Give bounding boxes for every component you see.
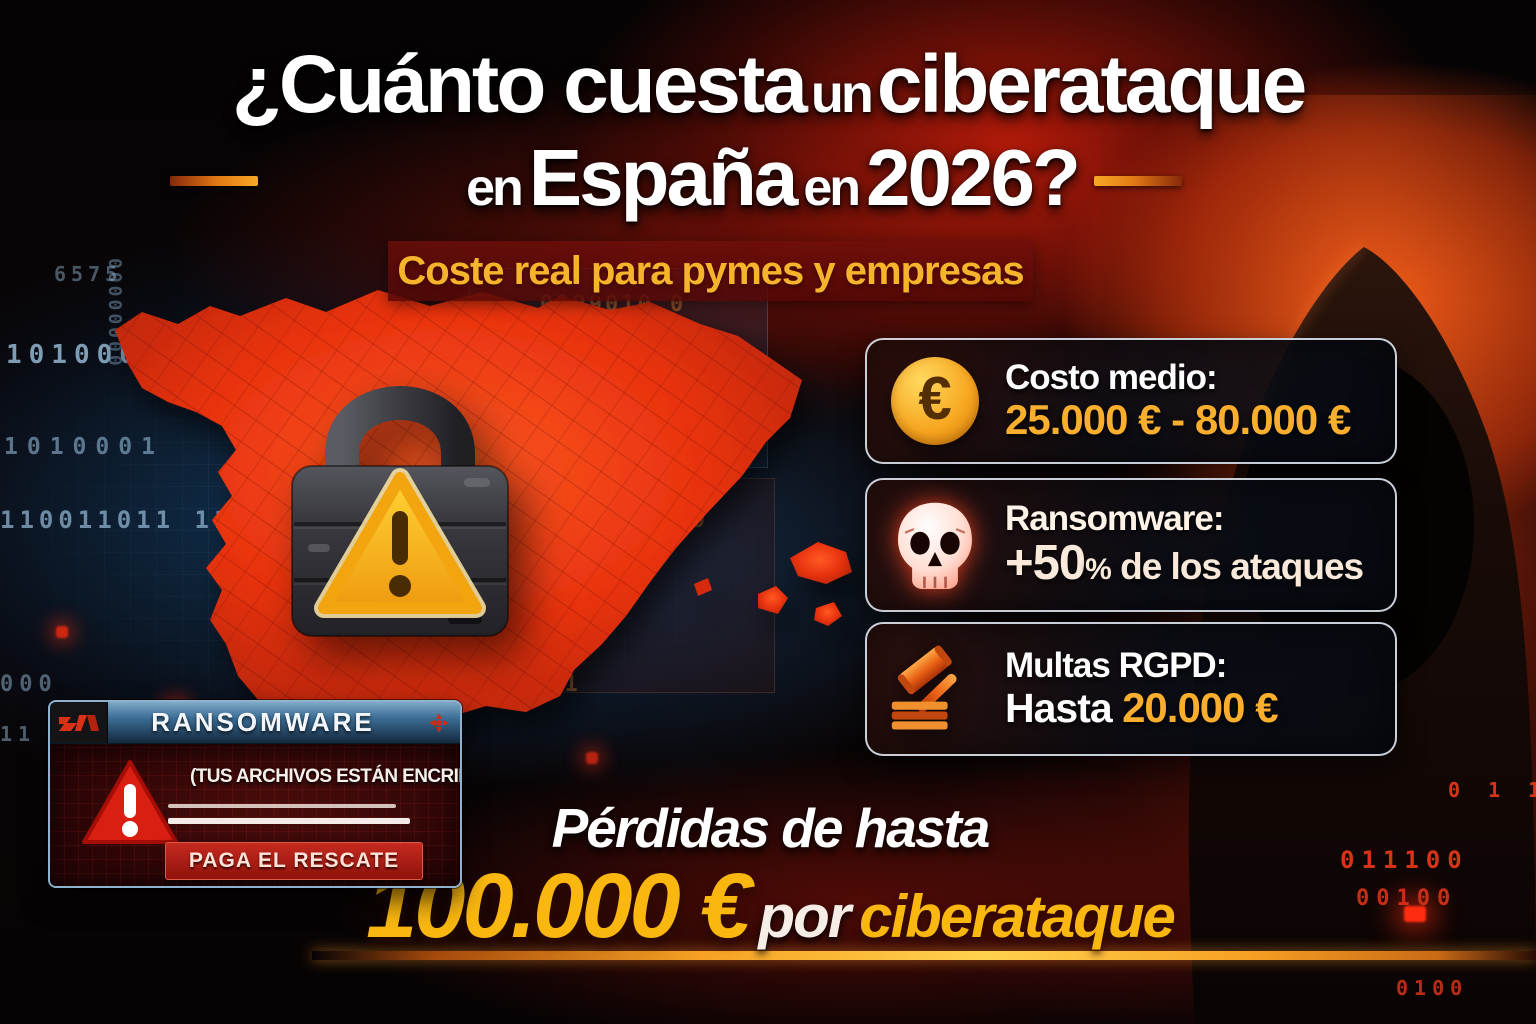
warning-triangle-icon: [314, 468, 486, 618]
value-number: +50: [1005, 536, 1086, 591]
alert-titlebar: RANSOMWARE: [50, 702, 460, 744]
card-value: 25.000 € - 80.000 €: [1005, 396, 1351, 444]
balearic-island: [790, 542, 852, 584]
subtitle-text: Coste real para pymes y empresas: [397, 248, 1024, 293]
euro-coin-icon: €: [889, 357, 981, 445]
stat-card-ransomware: Ransomware: +50% de los ataques: [865, 478, 1397, 612]
stat-card-cost: € Costo medio: 25.000 € - 80.000 €: [865, 338, 1397, 464]
alert-title: RANSOMWARE: [151, 707, 375, 737]
balearic-island: [758, 586, 788, 614]
card-value: +50% de los ataques: [1005, 536, 1364, 591]
binary-text: 0100: [1396, 976, 1469, 1000]
title-text: ¿Cuánto cuesta: [231, 39, 808, 130]
alert-triangle-icon: [82, 760, 178, 844]
title-text: un: [810, 64, 874, 124]
gavel-icon: [889, 644, 981, 734]
card-title: Ransomware:: [1005, 498, 1225, 538]
binary-text: 1010001: [4, 434, 164, 460]
binary-text: 110011011 11: [0, 506, 234, 534]
loss-mid-text: por: [758, 883, 851, 950]
island-fragment: [694, 578, 712, 596]
page-title-line2: en España en 2026?: [0, 132, 1536, 224]
alert-message: (TUS ARCHIVOS ESTÁN ENCRIPTADOS): [190, 766, 460, 787]
glitch-logo-icon: [50, 702, 108, 743]
loss-end-text: ciberataque: [859, 883, 1176, 950]
padlock-icon: [291, 386, 509, 637]
orange-dash-left: [170, 176, 258, 186]
binary-text: 0 1 1: [1448, 778, 1536, 802]
redacted-line: [168, 804, 396, 808]
binary-text: 6575: [54, 262, 123, 286]
binary-text: 011100: [1340, 846, 1469, 874]
hazard-burst-icon: [418, 702, 460, 743]
loss-statement: Pérdidas de hasta 100.000 € por ciberataqu…: [250, 796, 1290, 959]
page-title-line1: ¿Cuánto cuesta unciberataque: [0, 38, 1536, 132]
binary-text: 00100: [1356, 886, 1458, 911]
alert-body: (TUS ARCHIVOS ESTÁN ENCRIPTADOS) PAGA EL…: [50, 744, 460, 886]
card-title: Costo medio:: [1005, 358, 1218, 398]
pay-ransom-button[interactable]: PAGA EL RESCATE: [165, 842, 423, 880]
euro-glyph: €: [918, 365, 952, 432]
stat-card-fines: Multas RGPD: Hasta 20.000 €: [865, 622, 1397, 756]
card-title: Multas RGPD:: [1005, 646, 1227, 686]
red-glow-dot: [586, 752, 598, 764]
title-text: en: [466, 159, 524, 217]
orange-divider-line: [312, 951, 1536, 960]
value-amount: 20.000 €: [1122, 684, 1278, 732]
title-text: en: [803, 159, 861, 217]
title-text: ciberataque: [876, 39, 1307, 130]
redacted-line: [168, 818, 410, 824]
pay-ransom-label: PAGA EL RESCATE: [188, 849, 400, 872]
skull-icon: [889, 499, 981, 591]
ransomware-alert-window: RANSOMWARE (TUS ARCHIVOS ESTÁN ENCRIPTAD…: [48, 700, 462, 888]
balearic-island: [814, 602, 842, 626]
orange-dash-right: [1094, 176, 1182, 186]
value-percent: %: [1085, 553, 1112, 587]
subtitle-band: Coste real para pymes y empresas: [388, 241, 1033, 301]
red-glow-dot: [56, 626, 68, 638]
card-value: Hasta 20.000 €: [1005, 684, 1279, 732]
title-text: 2026?: [866, 133, 1081, 222]
value-text: de los ataques: [1110, 546, 1364, 588]
padlock-shackle: [325, 386, 475, 547]
title-text: España: [528, 133, 799, 222]
red-glow-dot: [1404, 906, 1426, 922]
binary-text: 000: [0, 672, 58, 697]
loss-line1: Pérdidas de hasta: [551, 797, 991, 859]
value-prefix: Hasta: [1005, 685, 1123, 732]
